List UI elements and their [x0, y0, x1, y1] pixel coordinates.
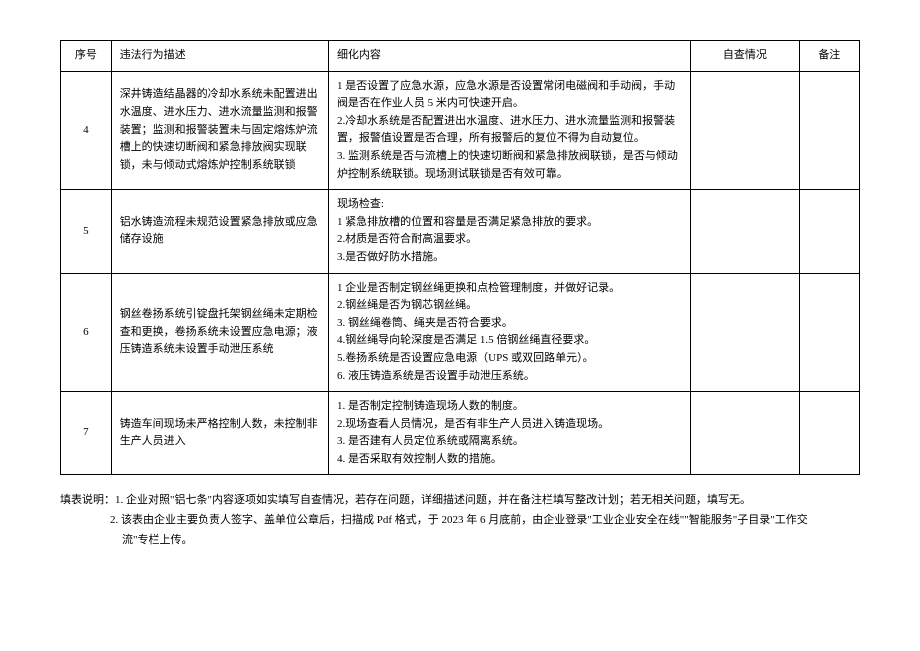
header-check: 自查情况	[691, 41, 800, 72]
table-row: 4 深井铸造结晶器的冷却水系统未配置进出水温度、进水压力、进水流量监测和报警装置…	[61, 71, 860, 190]
row-desc: 深井铸造结晶器的冷却水系统未配置进出水温度、进水压力、进水流量监测和报警装置；监…	[111, 71, 328, 190]
row-note	[799, 392, 859, 475]
row-num: 7	[61, 392, 112, 475]
row-detail: 1 是否设置了应急水源，应急水源是否设置常闭电磁阀和手动阀，手动阀是否在作业人员…	[328, 71, 690, 190]
row-desc: 铸造车间现场未严格控制人数，未控制非生产人员进入	[111, 392, 328, 475]
row-num: 6	[61, 273, 112, 392]
row-check	[691, 392, 800, 475]
row-desc: 铝水铸造流程未规范设置紧急排放或应急储存设施	[111, 190, 328, 273]
footer-notes: 填表说明：1. 企业对照"铝七条"内容逐项如实填写自查情况，若存在问题，详细描述…	[60, 491, 860, 550]
inspection-table: 序号 违法行为描述 细化内容 自查情况 备注 4 深井铸造结晶器的冷却水系统未配…	[60, 40, 860, 475]
row-detail: 现场检查:1 紧急排放槽的位置和容量是否满足紧急排放的要求。2.材质是否符合耐高…	[328, 190, 690, 273]
note-line-1: 填表说明：1. 企业对照"铝七条"内容逐项如实填写自查情况，若存在问题，详细描述…	[60, 491, 860, 511]
row-detail: 1 企业是否制定钢丝绳更换和点检管理制度，并做好记录。2.钢丝绳是否为钢芯钢丝绳…	[328, 273, 690, 392]
header-num: 序号	[61, 41, 112, 72]
table-header-row: 序号 违法行为描述 细化内容 自查情况 备注	[61, 41, 860, 72]
table-row: 5 铝水铸造流程未规范设置紧急排放或应急储存设施 现场检查:1 紧急排放槽的位置…	[61, 190, 860, 273]
header-detail: 细化内容	[328, 41, 690, 72]
table-row: 6 钢丝卷扬系统引锭盘托架钢丝绳未定期检查和更换，卷扬系统未设置应急电源；液压铸…	[61, 273, 860, 392]
header-desc: 违法行为描述	[111, 41, 328, 72]
note-line-3: 流"专栏上传。	[60, 531, 860, 551]
table-row: 7 铸造车间现场未严格控制人数，未控制非生产人员进入 1. 是否制定控制铸造现场…	[61, 392, 860, 475]
row-detail: 1. 是否制定控制铸造现场人数的制度。2.现场查看人员情况，是否有非生产人员进入…	[328, 392, 690, 475]
row-check	[691, 273, 800, 392]
row-num: 5	[61, 190, 112, 273]
row-num: 4	[61, 71, 112, 190]
row-check	[691, 71, 800, 190]
row-desc: 钢丝卷扬系统引锭盘托架钢丝绳未定期检查和更换，卷扬系统未设置应急电源；液压铸造系…	[111, 273, 328, 392]
note-line-2: 2. 该表由企业主要负责人签字、盖单位公章后，扫描成 Pdf 格式，于 2023…	[60, 511, 860, 531]
header-note: 备注	[799, 41, 859, 72]
row-note	[799, 190, 859, 273]
row-note	[799, 71, 859, 190]
row-note	[799, 273, 859, 392]
row-check	[691, 190, 800, 273]
